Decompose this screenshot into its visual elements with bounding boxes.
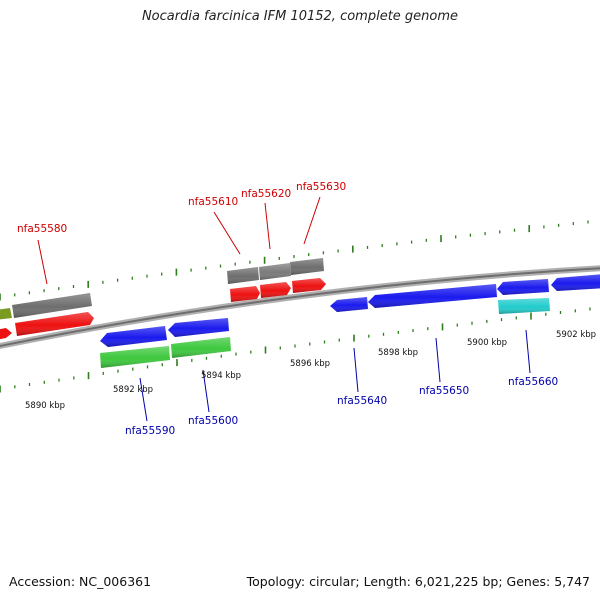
genome-summary-text: Topology: circular; Length: 6,021,225 bp…: [246, 574, 590, 589]
leader-nfa55640: [353, 347, 359, 393]
gene-feature-blue-nfa55590[interactable]: [100, 326, 167, 347]
gene-feature-olive[interactable]: [0, 308, 12, 320]
gene-label-nfa55580[interactable]: nfa55580: [17, 223, 67, 235]
gene-feature-red-left[interactable]: [0, 328, 12, 340]
map-title: Nocardia farcinica IFM 10152, complete g…: [141, 9, 459, 24]
gene-label-nfa55610[interactable]: nfa55610: [188, 196, 238, 208]
gene-feature-green-nfa55600[interactable]: [171, 337, 231, 358]
scale-label-5898: 5898 kbp: [378, 348, 418, 358]
gene-feature-green-nfa55590[interactable]: [100, 346, 170, 368]
leader-nfa55660: [525, 329, 531, 374]
scale-label-5892: 5892 kbp: [113, 385, 153, 395]
leader-nfa55630: [303, 196, 321, 245]
accession-text: Accession: NC_006361: [9, 574, 152, 589]
scale-ticks-bottom: [0, 307, 591, 393]
gene-feature-blue-right[interactable]: [551, 274, 600, 291]
scale-labels: 5890 kbp 5892 kbp 5894 kbp 5896 kbp 5898…: [25, 330, 596, 411]
gene-label-nfa55640[interactable]: nfa55640: [337, 395, 387, 407]
leader-nfa55600: [202, 369, 210, 413]
leader-nfa55610: [213, 211, 241, 255]
gene-labels-top: nfa55580 nfa55610 nfa55620 nfa55630: [17, 181, 346, 235]
leader-nfa55650: [435, 337, 441, 383]
leader-nfa55580: [37, 239, 48, 285]
gene-label-nfa55660[interactable]: nfa55660: [508, 376, 558, 388]
gene-feature-blue-nfa55640[interactable]: [330, 297, 368, 312]
gene-feature-cyan-nfa55660[interactable]: [498, 298, 550, 314]
leader-nfa55620: [264, 202, 271, 250]
scale-label-5902: 5902 kbp: [556, 330, 596, 340]
gene-feature-blue-nfa55600[interactable]: [168, 318, 229, 337]
gene-feature-gray-nfa55630[interactable]: [290, 258, 324, 275]
gene-label-nfa55650[interactable]: nfa55650: [419, 385, 469, 397]
gene-label-nfa55630[interactable]: nfa55630: [296, 181, 346, 193]
scale-label-5900: 5900 kbp: [467, 338, 507, 348]
scale-label-5890: 5890 kbp: [25, 401, 65, 411]
gene-feature-gray-nfa55610[interactable]: [227, 267, 259, 284]
gene-label-nfa55590[interactable]: nfa55590: [125, 425, 175, 437]
gene-feature-gray-nfa55620[interactable]: [259, 263, 291, 280]
scale-ticks-top: [0, 220, 589, 301]
gene-labels-bottom: nfa55590 nfa55600 nfa55640 nfa55650 nfa5…: [125, 376, 558, 437]
leader-nfa55590: [139, 377, 148, 422]
scale-label-5894: 5894 kbp: [201, 371, 241, 381]
label-leaders: [37, 196, 531, 422]
gene-label-nfa55620[interactable]: nfa55620: [241, 188, 291, 200]
gene-label-nfa55600[interactable]: nfa55600: [188, 415, 238, 427]
gene-feature-blue-nfa55660[interactable]: [497, 279, 549, 295]
scale-label-5896: 5896 kbp: [290, 359, 330, 369]
